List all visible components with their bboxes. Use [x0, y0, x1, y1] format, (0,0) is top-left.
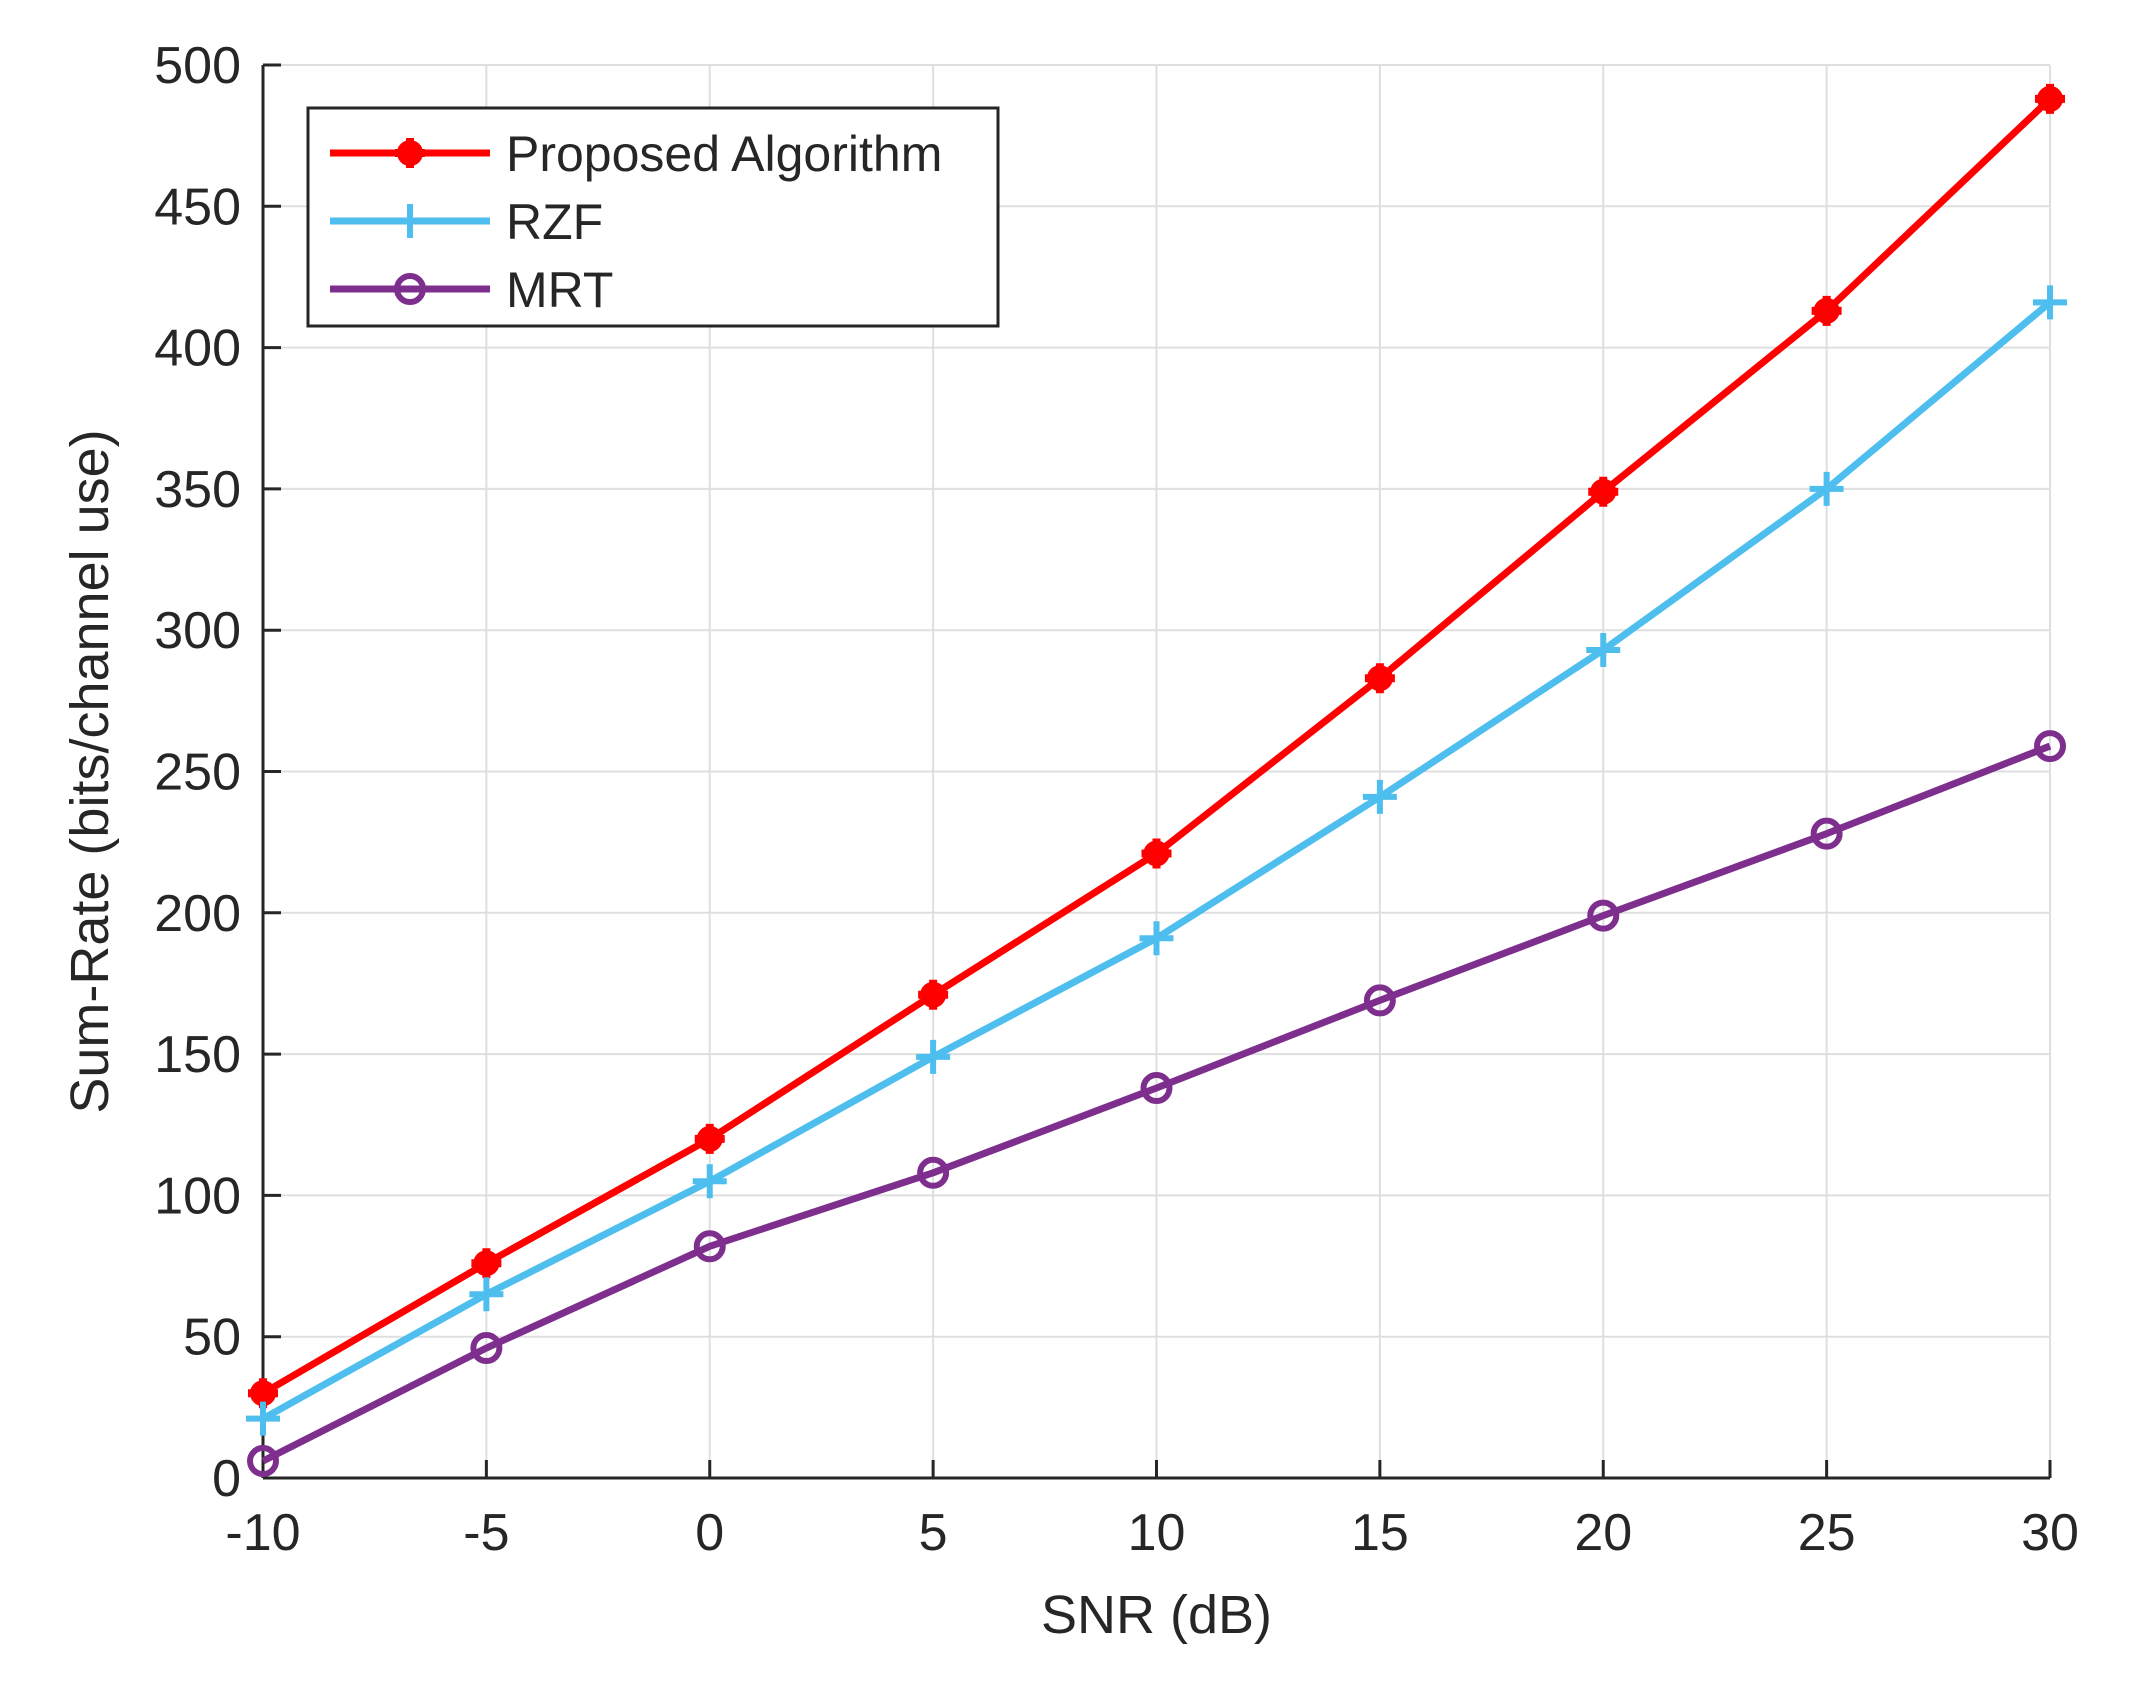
legend: Proposed Algorithm RZF MRT — [306, 106, 1000, 328]
x-tick-label: 10 — [1128, 1504, 1186, 1562]
y-tick-label: 400 — [154, 320, 241, 378]
series-group — [246, 83, 2067, 1478]
marker-cross — [918, 979, 949, 1010]
y-tick-label: 450 — [154, 178, 241, 236]
legend-label: MRT — [506, 262, 613, 318]
marker-cross — [1364, 663, 1395, 694]
data-point-proposed-algorithm — [918, 979, 949, 1010]
data-point-mrt — [1587, 899, 1620, 932]
data-point-mrt — [470, 1332, 503, 1365]
legend-marker — [393, 204, 427, 238]
marker-cross — [395, 138, 425, 168]
marker-cross — [694, 1123, 725, 1154]
series-rzf — [246, 285, 2067, 1436]
marker-cross — [1811, 295, 1842, 326]
y-tick-label: 50 — [183, 1309, 241, 1367]
series-proposed-algorithm — [248, 83, 2065, 1409]
data-point-mrt — [1810, 817, 1843, 850]
data-point-rzf — [469, 1277, 504, 1312]
data-point-proposed-algorithm — [1588, 476, 1619, 507]
legend-label: RZF — [506, 194, 603, 250]
y-axis-label: Sum-Rate (bits/channel use) — [60, 429, 120, 1113]
legend-item-mrt: MRT — [330, 262, 613, 318]
data-point-proposed-algorithm — [2035, 83, 2065, 114]
series-line-mrt — [261, 742, 2052, 1465]
legend-marker — [394, 273, 426, 305]
series-mrt — [247, 730, 2066, 1478]
y-tick-label: 250 — [154, 744, 241, 802]
x-axis-label: SNR (dB) — [1041, 1585, 1272, 1645]
legend-marker — [395, 138, 425, 168]
data-point-rzf — [916, 1039, 951, 1074]
data-point-proposed-algorithm — [471, 1248, 502, 1279]
y-tick-label: 100 — [154, 1167, 241, 1225]
y-tick-label: 350 — [154, 461, 241, 519]
y-tick-label: 500 — [154, 37, 241, 95]
y-tick-label: 200 — [154, 885, 241, 943]
marker-cross — [471, 1248, 502, 1279]
data-point-rzf — [1586, 632, 1621, 667]
data-point-mrt — [917, 1156, 950, 1189]
marker-cross — [2035, 83, 2065, 114]
data-point-proposed-algorithm — [1811, 295, 1842, 326]
data-point-proposed-algorithm — [1364, 663, 1395, 694]
x-tick-label: -10 — [225, 1504, 300, 1562]
legend-item-rzf: RZF — [330, 194, 603, 250]
data-point-rzf — [246, 1401, 280, 1436]
data-point-mrt — [2034, 730, 2066, 763]
x-tick-label: 5 — [919, 1504, 948, 1562]
data-point-mrt — [693, 1230, 726, 1263]
x-tick-label: 25 — [1798, 1504, 1856, 1562]
x-tick-label: -5 — [463, 1504, 509, 1562]
data-point-rzf — [1809, 471, 1844, 506]
marker-cross — [1588, 476, 1619, 507]
data-point-mrt — [247, 1445, 279, 1478]
data-point-proposed-algorithm — [694, 1123, 725, 1154]
legend-label: Proposed Algorithm — [506, 126, 942, 182]
data-point-proposed-algorithm — [1141, 838, 1172, 869]
y-tick-label: 300 — [154, 602, 241, 660]
legend-item-proposed-algorithm: Proposed Algorithm — [330, 126, 942, 182]
x-tick-label: 30 — [2021, 1504, 2079, 1562]
marker-cross — [1141, 838, 1172, 869]
data-point-mrt — [1140, 1072, 1173, 1105]
data-point-rzf — [2033, 285, 2067, 320]
axes: -10 -5 0 5 10 15 20 25 3005010015020025030035040… — [60, 37, 2079, 1645]
data-point-rzf — [1362, 779, 1397, 814]
x-tick-label: 0 — [695, 1504, 724, 1562]
x-tick-label: 15 — [1351, 1504, 1409, 1562]
y-tick-label: 150 — [154, 1026, 241, 1084]
x-tick-label: 20 — [1574, 1504, 1632, 1562]
y-tick-label: 0 — [212, 1450, 241, 1508]
data-point-rzf — [1139, 921, 1174, 956]
data-point-rzf — [692, 1164, 727, 1199]
data-point-mrt — [1363, 984, 1396, 1017]
